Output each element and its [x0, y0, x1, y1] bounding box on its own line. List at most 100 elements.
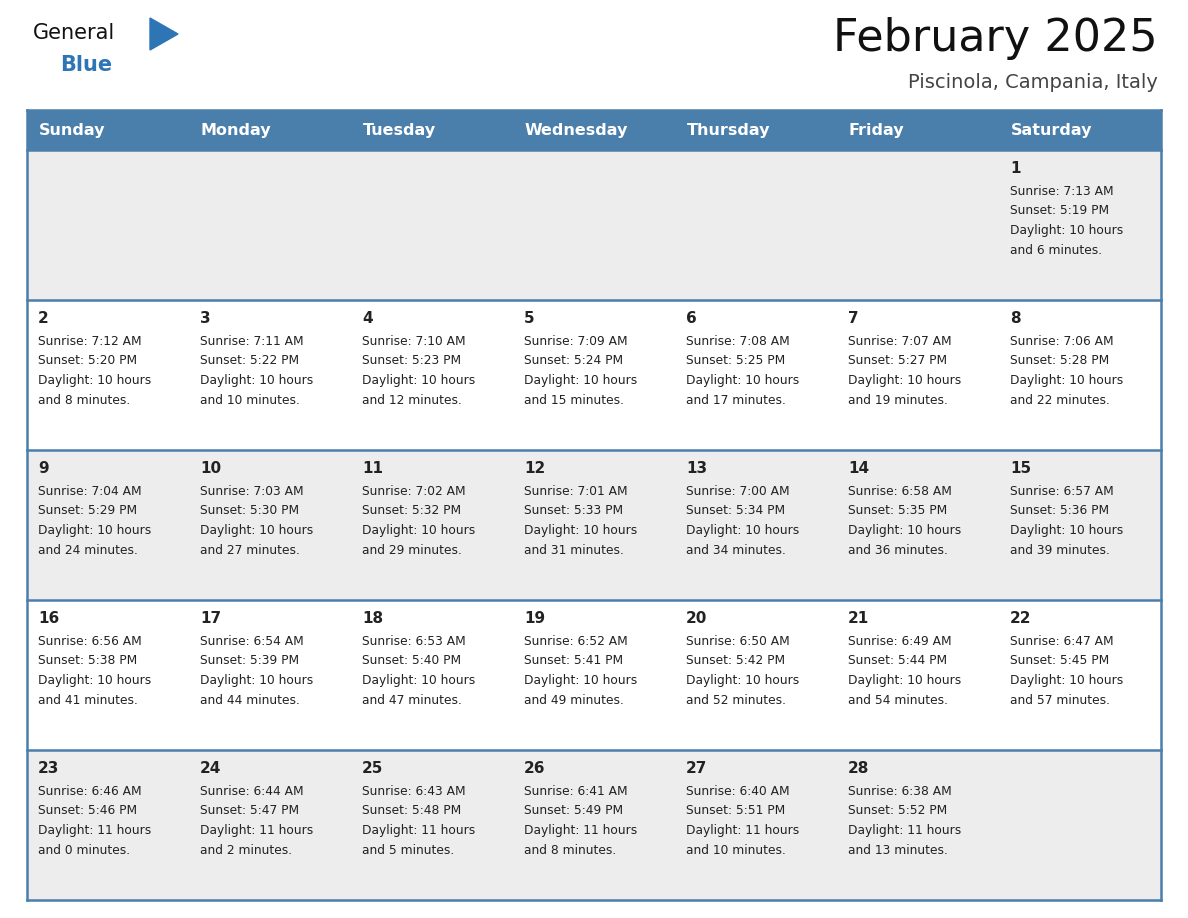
Text: Daylight: 10 hours: Daylight: 10 hours [524, 374, 637, 387]
Text: 28: 28 [848, 761, 870, 776]
Text: 6: 6 [685, 311, 696, 326]
Text: Sunset: 5:25 PM: Sunset: 5:25 PM [685, 354, 785, 367]
Text: 23: 23 [38, 761, 59, 776]
Text: Sunset: 5:40 PM: Sunset: 5:40 PM [362, 655, 461, 667]
Text: 3: 3 [200, 311, 210, 326]
Text: Saturday: Saturday [1011, 122, 1093, 138]
Text: and 27 minutes.: and 27 minutes. [200, 543, 299, 556]
Text: Sunset: 5:46 PM: Sunset: 5:46 PM [38, 804, 137, 818]
Text: and 24 minutes.: and 24 minutes. [38, 543, 138, 556]
Text: Sunset: 5:45 PM: Sunset: 5:45 PM [1010, 655, 1110, 667]
Text: Sunset: 5:32 PM: Sunset: 5:32 PM [362, 505, 461, 518]
Text: Sunrise: 7:10 AM: Sunrise: 7:10 AM [362, 335, 466, 348]
Text: Sunset: 5:49 PM: Sunset: 5:49 PM [524, 804, 624, 818]
Text: and 6 minutes.: and 6 minutes. [1010, 243, 1102, 256]
Text: Sunrise: 6:47 AM: Sunrise: 6:47 AM [1010, 635, 1113, 648]
Text: and 0 minutes.: and 0 minutes. [38, 844, 131, 856]
Text: 18: 18 [362, 611, 383, 626]
Text: 22: 22 [1010, 611, 1031, 626]
Text: Sunrise: 7:07 AM: Sunrise: 7:07 AM [848, 335, 952, 348]
Text: Sunset: 5:47 PM: Sunset: 5:47 PM [200, 804, 299, 818]
Text: and 49 minutes.: and 49 minutes. [524, 693, 624, 707]
Text: 25: 25 [362, 761, 384, 776]
Text: 4: 4 [362, 311, 373, 326]
Text: Sunset: 5:28 PM: Sunset: 5:28 PM [1010, 354, 1110, 367]
Text: Daylight: 11 hours: Daylight: 11 hours [524, 824, 637, 837]
Text: and 22 minutes.: and 22 minutes. [1010, 394, 1110, 407]
Text: 14: 14 [848, 461, 870, 476]
Text: and 8 minutes.: and 8 minutes. [524, 844, 617, 856]
Text: Daylight: 10 hours: Daylight: 10 hours [362, 524, 475, 537]
Text: Sunrise: 7:08 AM: Sunrise: 7:08 AM [685, 335, 790, 348]
Text: 24: 24 [200, 761, 221, 776]
Text: Daylight: 10 hours: Daylight: 10 hours [1010, 224, 1123, 237]
Text: 21: 21 [848, 611, 870, 626]
Text: Sunrise: 6:53 AM: Sunrise: 6:53 AM [362, 635, 466, 648]
Text: Daylight: 10 hours: Daylight: 10 hours [848, 524, 961, 537]
Text: Sunset: 5:20 PM: Sunset: 5:20 PM [38, 354, 137, 367]
Text: Sunset: 5:22 PM: Sunset: 5:22 PM [200, 354, 299, 367]
Polygon shape [150, 18, 178, 50]
Text: Thursday: Thursday [687, 122, 771, 138]
Text: and 52 minutes.: and 52 minutes. [685, 693, 786, 707]
Text: and 29 minutes.: and 29 minutes. [362, 543, 462, 556]
Bar [27, 110, 1161, 150]
Text: 12: 12 [524, 461, 545, 476]
Text: Sunrise: 7:03 AM: Sunrise: 7:03 AM [200, 485, 304, 498]
Bar [27, 300, 1161, 450]
Text: Sunrise: 7:04 AM: Sunrise: 7:04 AM [38, 485, 141, 498]
Text: 7: 7 [848, 311, 859, 326]
Text: and 34 minutes.: and 34 minutes. [685, 543, 786, 556]
Text: Tuesday: Tuesday [364, 122, 436, 138]
Text: Daylight: 10 hours: Daylight: 10 hours [524, 524, 637, 537]
Text: and 10 minutes.: and 10 minutes. [200, 394, 299, 407]
Text: and 13 minutes.: and 13 minutes. [848, 844, 948, 856]
Text: Friday: Friday [849, 122, 904, 138]
Text: and 47 minutes.: and 47 minutes. [362, 693, 462, 707]
Text: and 31 minutes.: and 31 minutes. [524, 543, 624, 556]
Text: Sunset: 5:51 PM: Sunset: 5:51 PM [685, 804, 785, 818]
Text: and 17 minutes.: and 17 minutes. [685, 394, 786, 407]
Text: 1: 1 [1010, 161, 1020, 176]
Text: Daylight: 11 hours: Daylight: 11 hours [362, 824, 475, 837]
Text: Sunset: 5:48 PM: Sunset: 5:48 PM [362, 804, 461, 818]
Text: 26: 26 [524, 761, 545, 776]
Text: Sunrise: 6:44 AM: Sunrise: 6:44 AM [200, 785, 304, 798]
Text: Sunrise: 7:02 AM: Sunrise: 7:02 AM [362, 485, 466, 498]
Text: Sunrise: 7:01 AM: Sunrise: 7:01 AM [524, 485, 627, 498]
Text: Daylight: 10 hours: Daylight: 10 hours [200, 374, 314, 387]
Text: and 54 minutes.: and 54 minutes. [848, 693, 948, 707]
Text: Sunset: 5:52 PM: Sunset: 5:52 PM [848, 804, 947, 818]
Text: Daylight: 11 hours: Daylight: 11 hours [200, 824, 314, 837]
Text: Sunrise: 7:13 AM: Sunrise: 7:13 AM [1010, 185, 1113, 198]
Text: Sunset: 5:38 PM: Sunset: 5:38 PM [38, 655, 138, 667]
Text: 17: 17 [200, 611, 221, 626]
Text: Sunrise: 7:06 AM: Sunrise: 7:06 AM [1010, 335, 1113, 348]
Text: Daylight: 10 hours: Daylight: 10 hours [200, 524, 314, 537]
Text: Sunrise: 6:58 AM: Sunrise: 6:58 AM [848, 485, 952, 498]
Text: Daylight: 10 hours: Daylight: 10 hours [38, 524, 151, 537]
Text: Sunset: 5:33 PM: Sunset: 5:33 PM [524, 505, 624, 518]
Text: 16: 16 [38, 611, 59, 626]
Text: and 19 minutes.: and 19 minutes. [848, 394, 948, 407]
Text: and 41 minutes.: and 41 minutes. [38, 693, 138, 707]
Text: Sunset: 5:36 PM: Sunset: 5:36 PM [1010, 505, 1110, 518]
Text: Sunrise: 6:40 AM: Sunrise: 6:40 AM [685, 785, 790, 798]
Text: Wednesday: Wednesday [525, 122, 628, 138]
Text: General: General [33, 23, 115, 43]
Text: and 36 minutes.: and 36 minutes. [848, 543, 948, 556]
Text: and 8 minutes.: and 8 minutes. [38, 394, 131, 407]
Text: and 44 minutes.: and 44 minutes. [200, 693, 299, 707]
Text: Sunrise: 6:49 AM: Sunrise: 6:49 AM [848, 635, 952, 648]
Text: Sunset: 5:34 PM: Sunset: 5:34 PM [685, 505, 785, 518]
Text: Daylight: 10 hours: Daylight: 10 hours [362, 374, 475, 387]
Text: Sunrise: 7:09 AM: Sunrise: 7:09 AM [524, 335, 627, 348]
Text: Daylight: 10 hours: Daylight: 10 hours [1010, 674, 1123, 687]
Text: and 57 minutes.: and 57 minutes. [1010, 693, 1110, 707]
Bar [27, 750, 1161, 900]
Text: and 5 minutes.: and 5 minutes. [362, 844, 454, 856]
Text: Daylight: 10 hours: Daylight: 10 hours [685, 374, 800, 387]
Text: and 12 minutes.: and 12 minutes. [362, 394, 462, 407]
Text: Daylight: 11 hours: Daylight: 11 hours [38, 824, 151, 837]
Text: Sunrise: 7:12 AM: Sunrise: 7:12 AM [38, 335, 141, 348]
